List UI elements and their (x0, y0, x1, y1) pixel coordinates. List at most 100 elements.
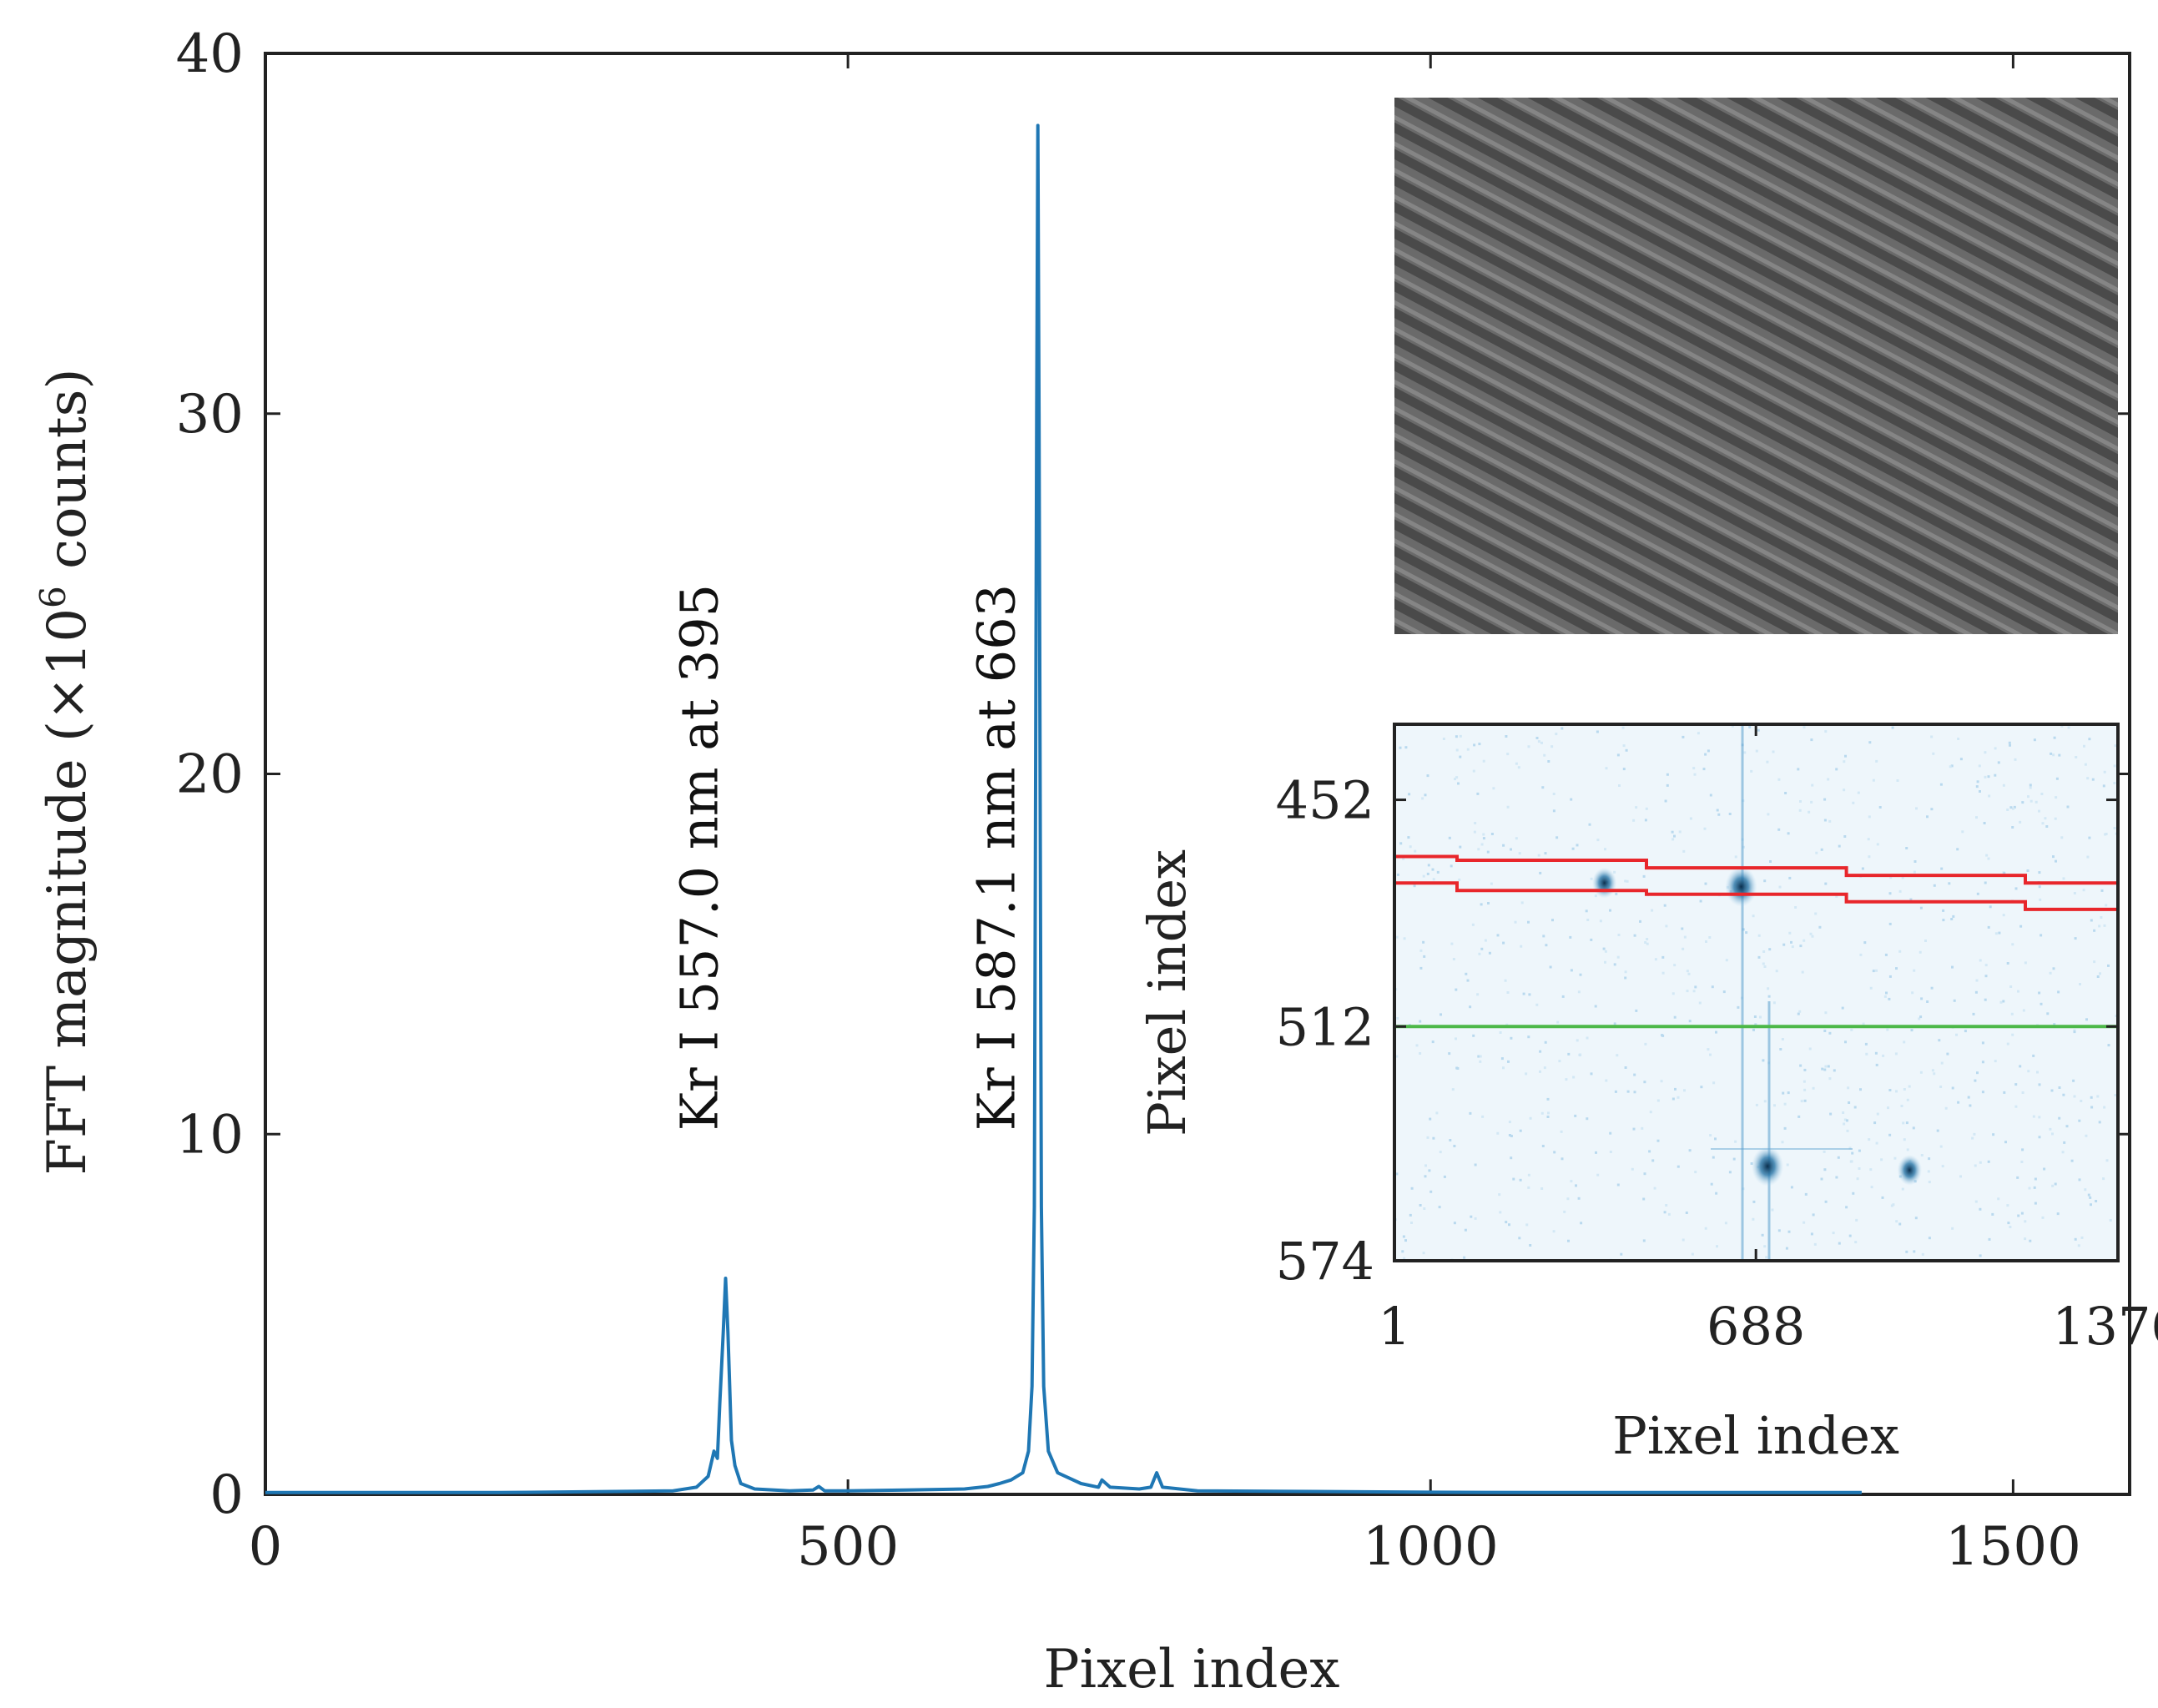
noise-speck (1671, 838, 1675, 841)
noise-speck (1732, 1157, 1736, 1161)
noise-speck (1520, 901, 1524, 904)
noise-speck (1850, 1028, 1853, 1031)
noise-speck (1613, 1022, 1616, 1025)
noise-speck (1908, 1085, 1911, 1088)
noise-speck (1543, 1066, 1546, 1070)
noise-speck (1525, 1072, 1528, 1076)
y-tick-label: 0 (209, 1464, 244, 1526)
fft-peak (1725, 866, 1757, 907)
noise-speck (1663, 1211, 1666, 1214)
noise-speck (1476, 792, 1480, 795)
noise-speck (2105, 1159, 2109, 1162)
noise-speck (1474, 1163, 1477, 1166)
noise-speck (1399, 842, 1403, 845)
noise-speck (1661, 1034, 1665, 1037)
noise-speck (1704, 882, 1707, 885)
noise-speck (1689, 817, 1692, 820)
noise-speck (1930, 735, 1934, 738)
noise-speck (1838, 844, 1841, 848)
noise-speck (1632, 819, 1636, 822)
noise-speck (1936, 1129, 1939, 1132)
noise-speck (1852, 1192, 1855, 1195)
noise-speck (2014, 1105, 2018, 1108)
noise-speck (1681, 927, 1684, 930)
noise-speck (1709, 794, 1712, 797)
noise-speck (1596, 730, 1599, 733)
noise-speck (2028, 1187, 2031, 1190)
noise-speck (1919, 906, 1923, 909)
noise-speck (2115, 1015, 2118, 1017)
noise-speck (1478, 743, 1481, 746)
noise-speck (2038, 1136, 2041, 1139)
noise-speck (1902, 1121, 1905, 1125)
noise-speck (1858, 1149, 1861, 1152)
noise-speck (2032, 1115, 2035, 1118)
noise-speck (1676, 1096, 1680, 1099)
noise-speck (2080, 1236, 2084, 1239)
noise-speck (1959, 1175, 1962, 1178)
noise-speck (2105, 833, 2108, 835)
noise-speck (1705, 940, 1707, 943)
noise-speck (1757, 728, 1760, 732)
inset-y-tick-label: 452 (1276, 770, 1374, 831)
noise-speck (2075, 756, 2078, 758)
noise-speck (2006, 1042, 2009, 1045)
noise-speck (1685, 1212, 1688, 1214)
noise-speck (1604, 848, 1606, 851)
noise-speck (1544, 852, 1547, 855)
noise-speck (2103, 924, 2106, 927)
noise-speck (2055, 777, 2059, 780)
noise-speck (1664, 799, 1667, 803)
noise-speck (1651, 909, 1654, 912)
noise-speck (1567, 1052, 1571, 1056)
noise-speck (1436, 870, 1440, 874)
noise-speck (1479, 1055, 1482, 1058)
noise-speck (1790, 940, 1792, 944)
noise-speck (2113, 782, 2116, 784)
noise-speck (2093, 929, 2096, 932)
noise-speck (1443, 1175, 1446, 1178)
noise-speck (1484, 939, 1487, 942)
noise-speck (1835, 894, 1838, 898)
noise-speck (1671, 1097, 1675, 1101)
noise-speck (2034, 1202, 2037, 1205)
noise-speck (1753, 1015, 1757, 1018)
noise-speck (1984, 964, 1988, 967)
noise-speck (1788, 931, 1792, 935)
noise-speck (1539, 1070, 1541, 1073)
noise-speck (1888, 892, 1892, 895)
noise-speck (1505, 1221, 1508, 1224)
noise-speck (1599, 919, 1602, 923)
noise-speck (1804, 1192, 1808, 1196)
noise-speck (1961, 830, 1964, 834)
noise-speck (2085, 1134, 2088, 1137)
noise-speck (2046, 1012, 2050, 1015)
inset-x-tick-label: 1 (1378, 1296, 1410, 1357)
noise-speck (1694, 1171, 1697, 1174)
noise-speck (1525, 1223, 1529, 1227)
noise-speck (1586, 919, 1590, 921)
noise-speck (1661, 955, 1665, 959)
noise-speck (1843, 1118, 1847, 1121)
noise-speck (1864, 1042, 1868, 1045)
noise-speck (1981, 1061, 1984, 1064)
noise-speck (1951, 965, 1954, 969)
noise-speck (2053, 1023, 2056, 1026)
noise-speck (1728, 1171, 1732, 1174)
noise-speck (1395, 1055, 1399, 1058)
noise-speck (1673, 1015, 1676, 1019)
noise-speck (1799, 800, 1802, 803)
noise-speck (1673, 964, 1676, 967)
noise-speck (1455, 748, 1459, 752)
noise-speck (1716, 1245, 1718, 1248)
noise-speck (1824, 1200, 1828, 1203)
noise-speck (1439, 1151, 1442, 1154)
noise-speck (2109, 1219, 2112, 1222)
noise-speck (1761, 1233, 1764, 1237)
noise-speck (1763, 1245, 1767, 1248)
noise-speck (1625, 748, 1628, 752)
y-tick-label: 20 (176, 744, 244, 806)
noise-speck (1704, 1227, 1707, 1230)
noise-speck (1448, 1052, 1451, 1056)
